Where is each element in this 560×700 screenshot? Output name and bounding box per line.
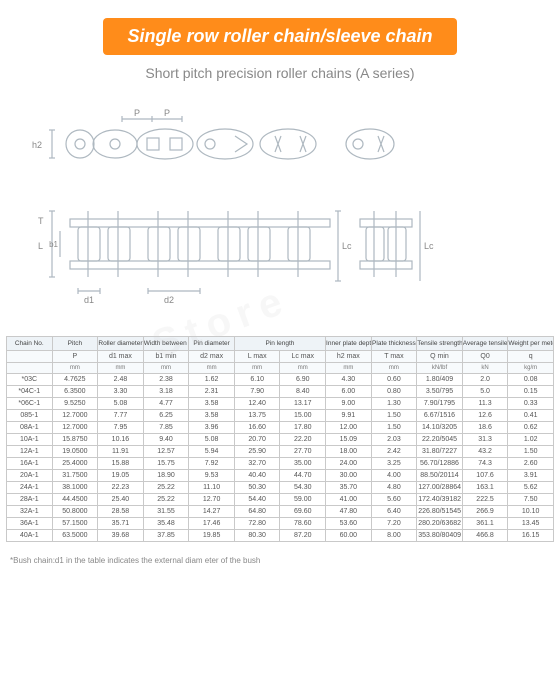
- table-body: *03C4.76252.482.381.626.106.904.300.601.…: [7, 374, 554, 542]
- header-row-1: Chain No.PitchRoller diameterWidth betwe…: [7, 337, 554, 351]
- svg-text:h2: h2: [32, 140, 42, 150]
- table-row: 20A-131.750019.0518.909.5340.4044.7030.0…: [7, 470, 554, 482]
- spec-table: Chain No.PitchRoller diameterWidth betwe…: [6, 336, 554, 542]
- page-title-badge: Single row roller chain/sleeve chain: [103, 18, 456, 55]
- svg-text:L: L: [38, 241, 43, 251]
- table-row: 16A-125.400015.8815.757.9232.7035.0024.0…: [7, 458, 554, 470]
- svg-text:P: P: [164, 108, 170, 118]
- svg-text:Lc: Lc: [424, 241, 434, 251]
- table-row: 10A-115.875010.169.405.0820.7022.2015.09…: [7, 434, 554, 446]
- table-row: 40A-163.500039.6837.8519.8580.3087.2060.…: [7, 530, 554, 542]
- table-row: 085-112.70007.776.253.5813.7515.009.911.…: [7, 410, 554, 422]
- table-row: 12A-119.050011.9112.575.9425.9027.7018.0…: [7, 446, 554, 458]
- table-row: 32A-150.800028.5831.5514.2764.8069.6047.…: [7, 506, 554, 518]
- svg-text:b1: b1: [49, 240, 58, 249]
- svg-text:P: P: [134, 108, 140, 118]
- table-row: *06C-19.52505.084.773.5812.4013.179.001.…: [7, 398, 554, 410]
- header-row-2: Pd1 maxb1 mind2 maxL maxLc maxh2 maxT ma…: [7, 351, 554, 363]
- table-row: 08A-112.70007.957.853.9616.6017.8012.001…: [7, 422, 554, 434]
- header-row-3: mmmmmmmmmmmmmmmmkN/lbfkNkg/m: [7, 363, 554, 374]
- chain-diagram: P P h2: [0, 99, 520, 319]
- svg-text:d1: d1: [84, 295, 94, 305]
- svg-text:d2: d2: [164, 295, 174, 305]
- table-row: *03C4.76252.482.381.626.106.904.300.601.…: [7, 374, 554, 386]
- footnote: *Bush chain:d1 in the table indicates th…: [0, 550, 560, 577]
- svg-text:Lc: Lc: [342, 241, 352, 251]
- subtitle: Short pitch precision roller chains (A s…: [0, 65, 560, 81]
- table-row: 24A-138.100022.2325.2211.1050.3054.3035.…: [7, 482, 554, 494]
- svg-text:T: T: [38, 216, 44, 226]
- table-row: *04C-16.35003.303.182.317.908.406.000.80…: [7, 386, 554, 398]
- table-row: 28A-144.450025.4025.2212.7054.4059.0041.…: [7, 494, 554, 506]
- table-row: 36A-157.150035.7135.4817.4672.8078.6053.…: [7, 518, 554, 530]
